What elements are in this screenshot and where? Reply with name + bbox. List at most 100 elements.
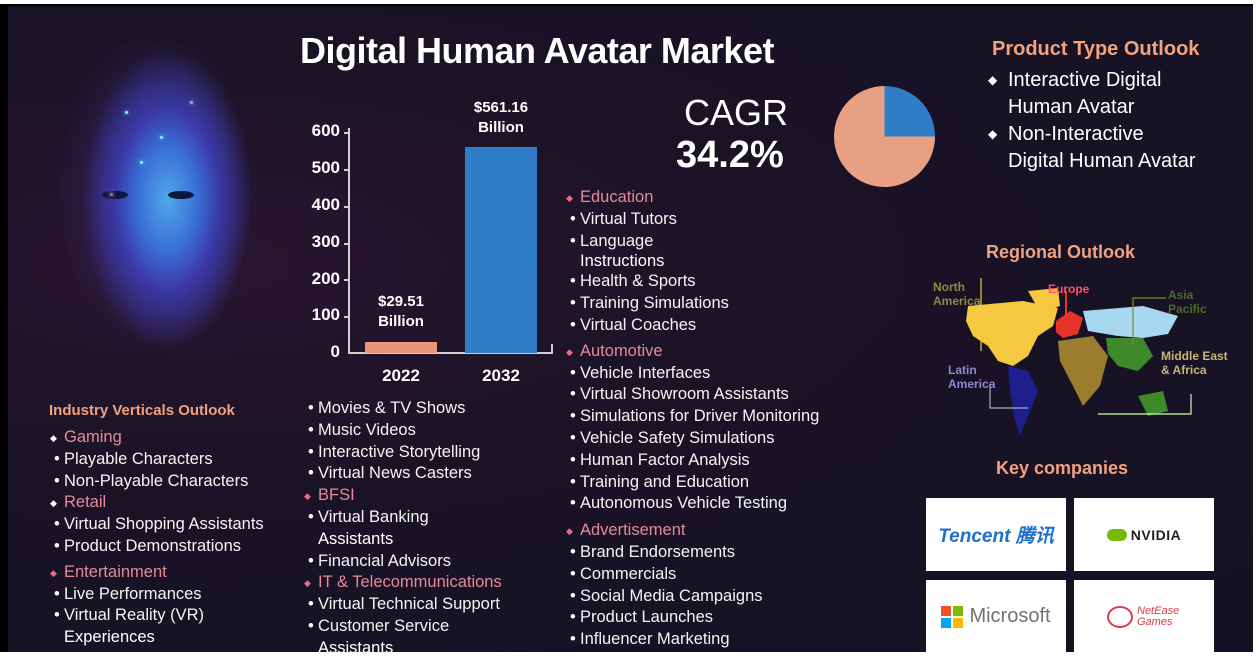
netease-emblem-icon bbox=[1107, 605, 1133, 628]
list-item: Training Simulations bbox=[566, 293, 819, 315]
digital-human-portrait bbox=[30, 41, 280, 371]
list-item: Virtual Reality (VR) bbox=[50, 605, 264, 627]
label-europe: Europe bbox=[1048, 282, 1090, 296]
tick-mark bbox=[344, 243, 350, 245]
list-item: Music Videos bbox=[304, 420, 502, 442]
list-item: Social Media Campaigns bbox=[566, 586, 819, 608]
list-item: Virtual News Casters bbox=[304, 463, 502, 485]
list-item: Financial Advisors bbox=[304, 551, 502, 573]
circuit-light bbox=[190, 101, 193, 104]
list-item: Live Performances bbox=[50, 584, 264, 606]
category-bfsi: BFSI bbox=[304, 485, 502, 508]
tick-mark bbox=[344, 169, 350, 171]
regional-heading: Regional Outlook bbox=[986, 242, 1136, 262]
company-name: NetEase Games bbox=[1137, 604, 1180, 628]
bar-2022 bbox=[365, 342, 437, 353]
eye-right bbox=[168, 191, 194, 199]
industry-column-2: Movies & TV Shows Music Videos Interacti… bbox=[304, 398, 502, 652]
list-item: Product Demonstrations bbox=[50, 536, 264, 558]
y-tick: 100 bbox=[311, 305, 340, 324]
company-name: NVIDIA bbox=[1130, 526, 1182, 543]
industry-column-1: Gaming Playable Characters Non-Playable … bbox=[50, 427, 264, 649]
list-item: Playable Characters bbox=[50, 449, 264, 471]
cagr-label: CAGR bbox=[684, 92, 789, 133]
circuit-light bbox=[110, 193, 113, 196]
cagr-pie-chart bbox=[834, 86, 935, 187]
list-item: Customer Service bbox=[304, 616, 502, 638]
circuit-light bbox=[125, 111, 128, 114]
list-item-continued: Assistants bbox=[318, 529, 394, 548]
infographic-canvas: Digital Human Avatar Market 600 500 400 … bbox=[8, 6, 1253, 652]
logo-microsoft: Microsoft bbox=[926, 580, 1066, 652]
label-middle-east-africa: Middle East & Africa bbox=[1161, 349, 1228, 377]
y-tick: 0 bbox=[330, 342, 340, 361]
nvidia-eye-icon bbox=[1106, 528, 1127, 541]
x-axis-end bbox=[551, 344, 553, 354]
bar-2032 bbox=[465, 147, 537, 353]
y-tick: 500 bbox=[311, 158, 340, 177]
list-item: Virtual Shopping Assistants bbox=[50, 514, 264, 536]
list-item: Simulations for Driver Monitoring bbox=[566, 406, 819, 428]
label-north-america: North America bbox=[933, 280, 981, 308]
cagr-value: 34.2% bbox=[676, 134, 784, 176]
key-companies-heading: Key companies bbox=[996, 458, 1129, 478]
bar-value: $561.16 bbox=[473, 99, 529, 116]
list-item: Health & Sports bbox=[566, 271, 819, 293]
logo-tencent: Tencent 腾讯 bbox=[926, 498, 1066, 571]
industry-column-3: Education Virtual Tutors Language Instru… bbox=[566, 187, 819, 651]
bar-label-2032: $561.16 Billion bbox=[451, 98, 551, 138]
list-item: Autonomous Vehicle Testing bbox=[566, 493, 819, 515]
microsoft-windows-icon bbox=[941, 605, 964, 628]
list-item: Commercials bbox=[566, 564, 819, 586]
list-item: Interactive Storytelling bbox=[304, 442, 502, 464]
page-title: Digital Human Avatar Market bbox=[300, 30, 774, 71]
category-gaming: Gaming bbox=[50, 427, 264, 450]
circuit-light bbox=[160, 136, 163, 139]
y-axis bbox=[348, 128, 350, 354]
tick-mark bbox=[344, 279, 350, 281]
list-item: Influencer Marketing bbox=[566, 629, 819, 651]
bar-value: $29.51 bbox=[378, 293, 424, 310]
list-item: Virtual Coaches bbox=[566, 315, 819, 337]
category-advertisement: Advertisement bbox=[566, 520, 819, 543]
category-entertainment: Entertainment bbox=[50, 562, 264, 585]
product-type-heading: Product Type Outlook bbox=[992, 38, 1200, 60]
list-item: Product Launches bbox=[566, 607, 819, 629]
industry-heading: Industry Verticals Outlook bbox=[49, 402, 235, 419]
list-item: Vehicle Interfaces bbox=[566, 363, 819, 385]
circuit-light bbox=[140, 161, 143, 164]
list-item: Brand Endorsements bbox=[566, 542, 819, 564]
bar-unit: Billion bbox=[378, 313, 424, 330]
y-tick: 300 bbox=[311, 232, 340, 251]
logo-netease: NetEase Games bbox=[1074, 580, 1214, 652]
list-item: Human Factor Analysis bbox=[566, 450, 819, 472]
world-map-icon bbox=[966, 278, 1192, 436]
list-item: Virtual Tutors bbox=[566, 209, 819, 231]
category-education: Education bbox=[566, 187, 819, 210]
list-item-continued: Assistants bbox=[318, 638, 394, 652]
list-item: Language bbox=[566, 231, 819, 253]
category-retail: Retail bbox=[50, 492, 264, 515]
y-tick: 200 bbox=[311, 269, 340, 288]
list-item-continued: Experiences bbox=[64, 628, 155, 647]
logo-nvidia: NVIDIA bbox=[1074, 498, 1214, 571]
category-it-telecom: IT & Telecommunications bbox=[304, 572, 502, 595]
list-item: Non-Playable Characters bbox=[50, 471, 264, 493]
x-axis bbox=[348, 352, 553, 354]
list-item-continued: Instructions bbox=[580, 252, 665, 271]
company-name: Microsoft bbox=[969, 605, 1051, 627]
tick-mark bbox=[344, 132, 350, 134]
y-tick: 400 bbox=[311, 195, 340, 214]
list-item: Virtual Banking bbox=[304, 507, 502, 529]
list-item: Movies & TV Shows bbox=[304, 398, 502, 420]
bar-unit: Billion bbox=[478, 119, 524, 136]
y-tick: 600 bbox=[311, 121, 340, 140]
category-automotive: Automotive bbox=[566, 341, 819, 364]
list-item: Training and Education bbox=[566, 472, 819, 494]
tick-mark bbox=[344, 206, 350, 208]
label-asia-pacific: Asia Pacific bbox=[1168, 288, 1207, 316]
list-item: Virtual Showroom Assistants bbox=[566, 384, 819, 406]
bar-label-2022: $29.51 Billion bbox=[351, 292, 451, 332]
